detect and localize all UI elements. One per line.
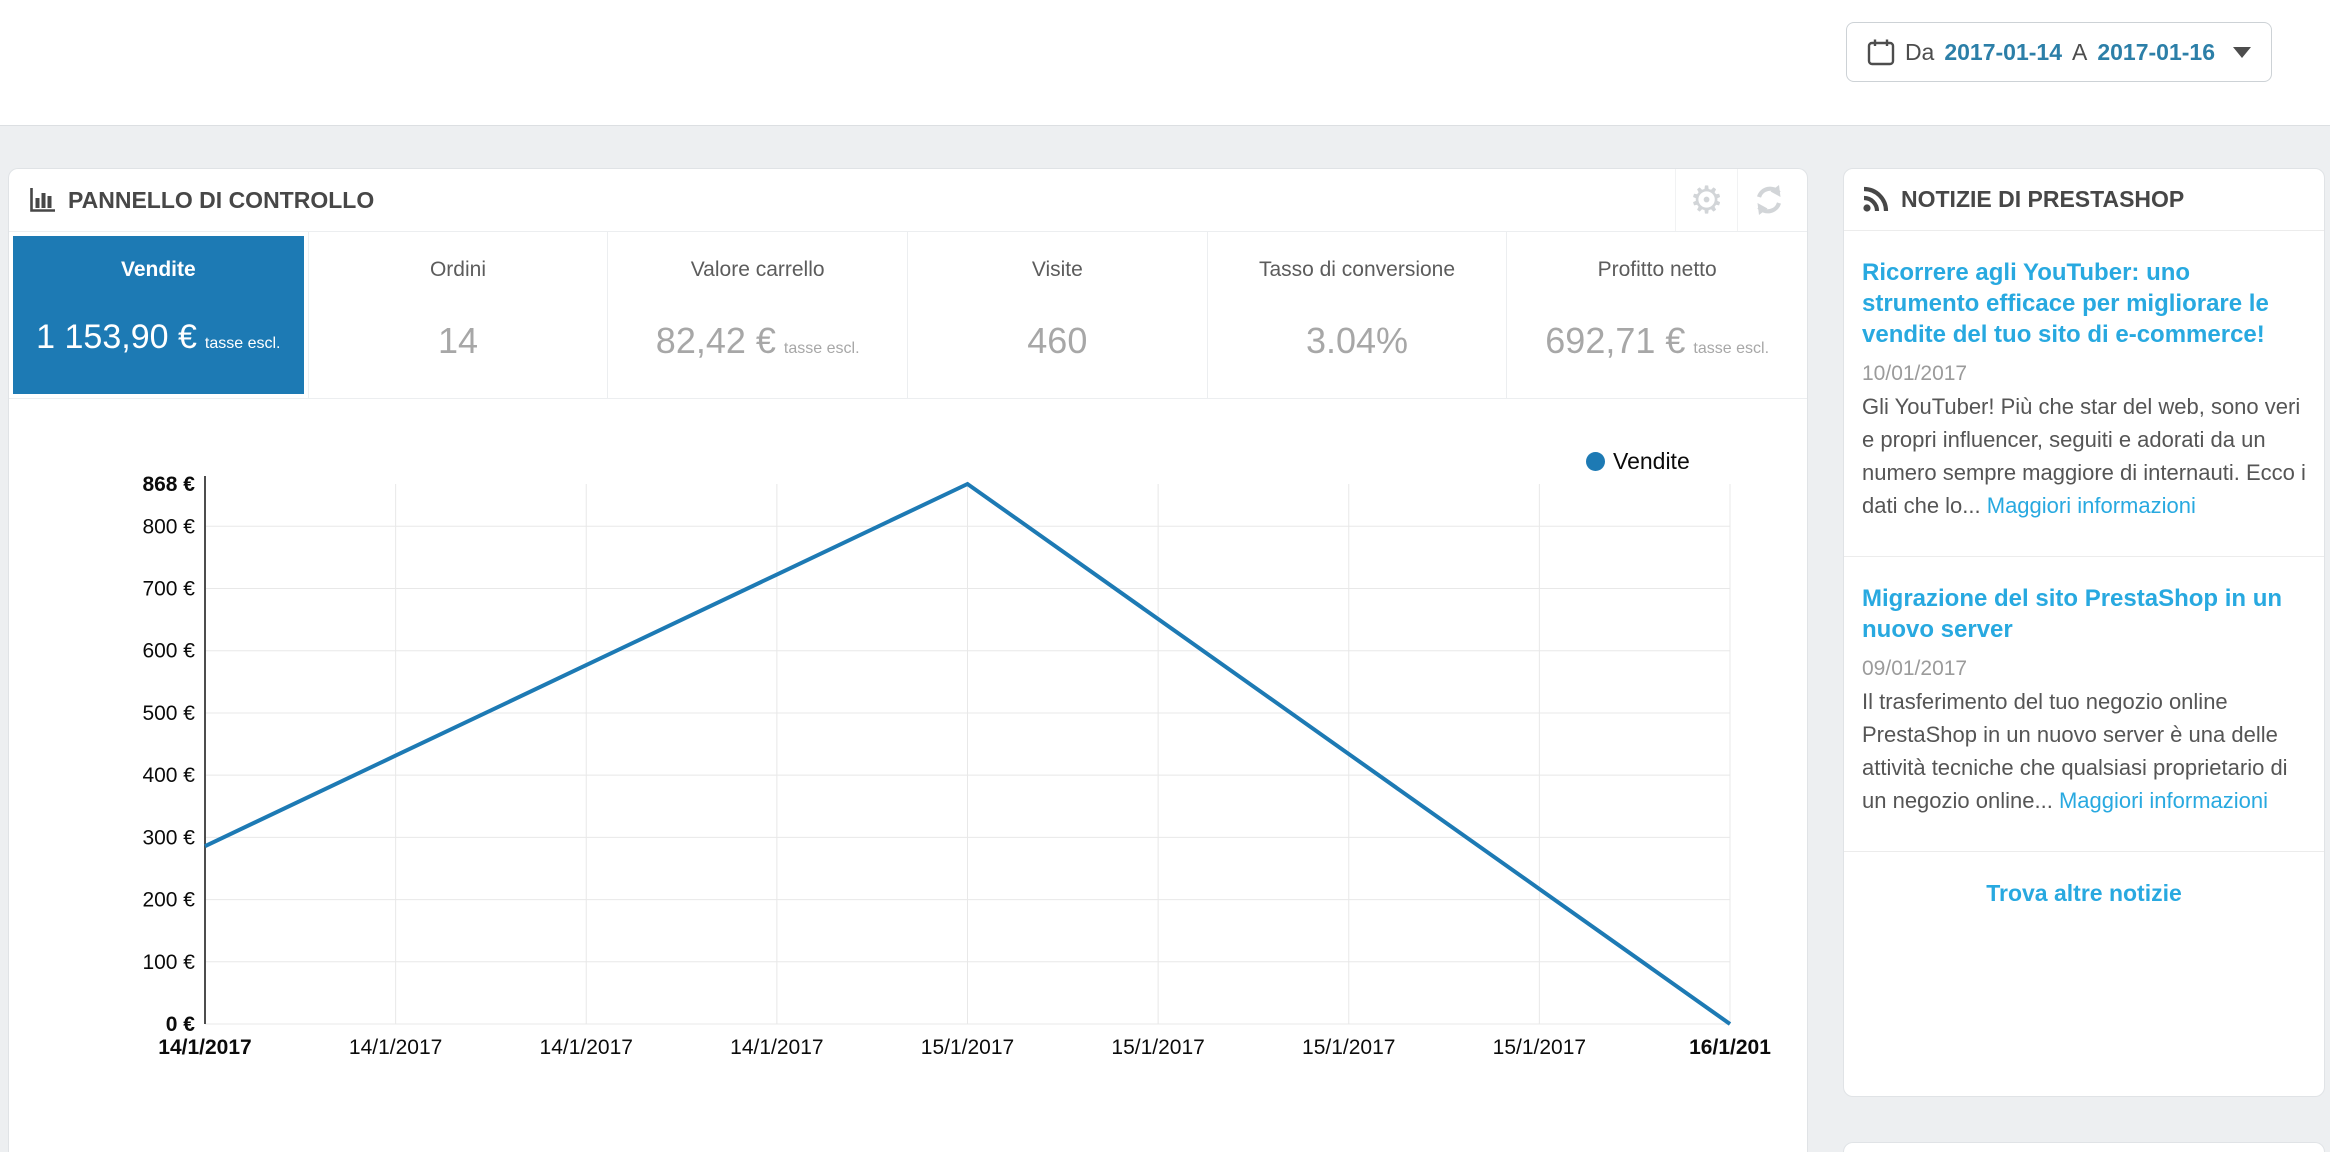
kpi-tile-vendite-inner: Vendite 1 153,90 € tasse escl. [13,236,304,394]
find-more-news-link[interactable]: Trova altre notizie [1986,880,2182,906]
svg-text:600 €: 600 € [142,640,195,663]
kpi-row: Vendite 1 153,90 € tasse escl. Ordini 14 … [9,231,1807,399]
more-info-link[interactable]: Maggiori informazioni [2058,788,2269,813]
kpi-tile-valore-carrello[interactable]: Valore carrello 82,42 € tasse escl. [608,232,908,398]
more-info-link[interactable]: Maggiori informazioni [1986,493,2196,518]
panel-actions: ⚙ [1675,169,1799,231]
news-panel-title: NOTIZIE DI PRESTASHOP [1901,186,2185,212]
svg-text:700 €: 700 € [142,578,195,601]
news-item-date: 10/01/2017 [1862,362,1968,385]
sales-line-chart: 868 € 800 € 700 € 600 € 500 € 400 € 300 € 200 €… [142,473,1771,1059]
kpi-tile-vendite[interactable]: Vendite 1 153,90 € tasse escl. [9,232,309,398]
legend-dot-vendite [1586,452,1605,471]
kpi-suffix: tasse escl. [1693,340,1770,357]
svg-text:15/1/2017: 15/1/2017 [1111,1036,1204,1059]
news-item: Migrazione del sito PrestaShop in un nuo… [1844,557,2324,852]
news-item-excerpt: Il trasferimento del tuo negozio online … [1862,689,2288,813]
next-panel-edge [1843,1142,2325,1152]
date-range-middle: A [2072,38,2088,65]
svg-text:0 €: 0 € [166,1013,196,1036]
news-item-title-link[interactable]: Ricorrere agli YouTuber: uno strumento e… [1862,259,2269,348]
chevron-down-icon [2233,46,2251,58]
svg-text:500 €: 500 € [142,702,195,725]
gear-icon: ⚙ [1689,178,1724,222]
svg-text:15/1/2017: 15/1/2017 [921,1036,1014,1059]
date-range-prefix: Da [1904,38,1935,65]
kpi-value: 692,71 € [1545,320,1686,361]
kpi-tile-profitto-netto[interactable]: Profitto netto 692,71 € tasse escl. [1507,232,1807,398]
kpi-suffix: tasse escl. [783,340,860,357]
svg-text:15/1/2017: 15/1/2017 [1302,1036,1395,1059]
page-title: PANNELLO DI CONTROLLO [68,186,375,213]
top-bar: Da 2017-01-14 A 2017-01-16 [0,0,2330,126]
kpi-tile-ordini[interactable]: Ordini 14 [309,232,609,398]
news-item-title-link[interactable]: Migrazione del sito PrestaShop in un nuo… [1862,585,2283,643]
chart-legend: Vendite [1586,448,1690,475]
kpi-suffix: tasse escl. [204,335,281,352]
calendar-icon [1867,38,1895,66]
svg-text:300 €: 300 € [142,826,195,849]
kpi-label: Ordini [429,258,486,281]
settings-button[interactable]: ⚙ [1675,169,1737,231]
svg-text:100 €: 100 € [142,951,195,974]
bar-chart-icon [29,187,56,213]
kpi-value: 460 [1027,320,1088,361]
svg-text:14/1/2017: 14/1/2017 [158,1036,251,1059]
svg-text:400 €: 400 € [142,764,195,787]
legend-label: Vendite [1613,448,1690,474]
svg-text:800 €: 800 € [142,515,195,538]
kpi-value: 3.04% [1305,320,1409,361]
news-panel: NOTIZIE DI PRESTASHOP Ricorrere agli You… [1843,168,2325,1097]
dashboard-panel-header: PANNELLO DI CONTROLLO ⚙ [9,169,1807,231]
kpi-tile-tasso-di-conversione[interactable]: Tasso di conversione 3.04% [1208,232,1508,398]
dashboard-panel: PANNELLO DI CONTROLLO ⚙ Vendite [8,168,1808,1152]
kpi-label: Visite [1031,258,1083,281]
news-item-date: 09/01/2017 [1862,657,1968,680]
rss-icon [1862,186,1889,213]
svg-text:14/1/2017: 14/1/2017 [349,1036,442,1059]
kpi-value: 14 [437,320,479,361]
news-footer: Trova altre notizie [1844,852,2324,907]
kpi-value: 1 153,90 € [36,318,197,356]
kpi-label: Vendite [120,258,196,281]
news-item-excerpt: Gli YouTuber! Più che star del web, sono… [1862,394,2306,518]
svg-text:200 €: 200 € [142,889,195,912]
kpi-value: 82,42 € [655,320,776,361]
news-item: Ricorrere agli YouTuber: uno strumento e… [1844,231,2324,557]
svg-text:15/1/2017: 15/1/2017 [1493,1036,1586,1059]
date-from: 2017-01-14 [1944,38,2062,65]
svg-text:16/1/201: 16/1/201 [1689,1036,1771,1059]
svg-text:14/1/2017: 14/1/2017 [730,1036,823,1059]
date-range-picker[interactable]: Da 2017-01-14 A 2017-01-16 [1845,22,2272,82]
svg-text:868 €: 868 € [142,473,195,496]
kpi-tile-visite[interactable]: Visite 460 [908,232,1208,398]
kpi-label: Tasso di conversione [1258,258,1456,281]
kpi-label: Valore carrello [690,258,825,281]
refresh-icon [1752,183,1786,217]
svg-text:14/1/2017: 14/1/2017 [540,1036,633,1059]
date-to: 2017-01-16 [2097,38,2215,65]
refresh-button[interactable] [1737,169,1799,231]
kpi-label: Profitto netto [1597,258,1717,281]
news-panel-header: NOTIZIE DI PRESTASHOP [1844,169,2324,231]
